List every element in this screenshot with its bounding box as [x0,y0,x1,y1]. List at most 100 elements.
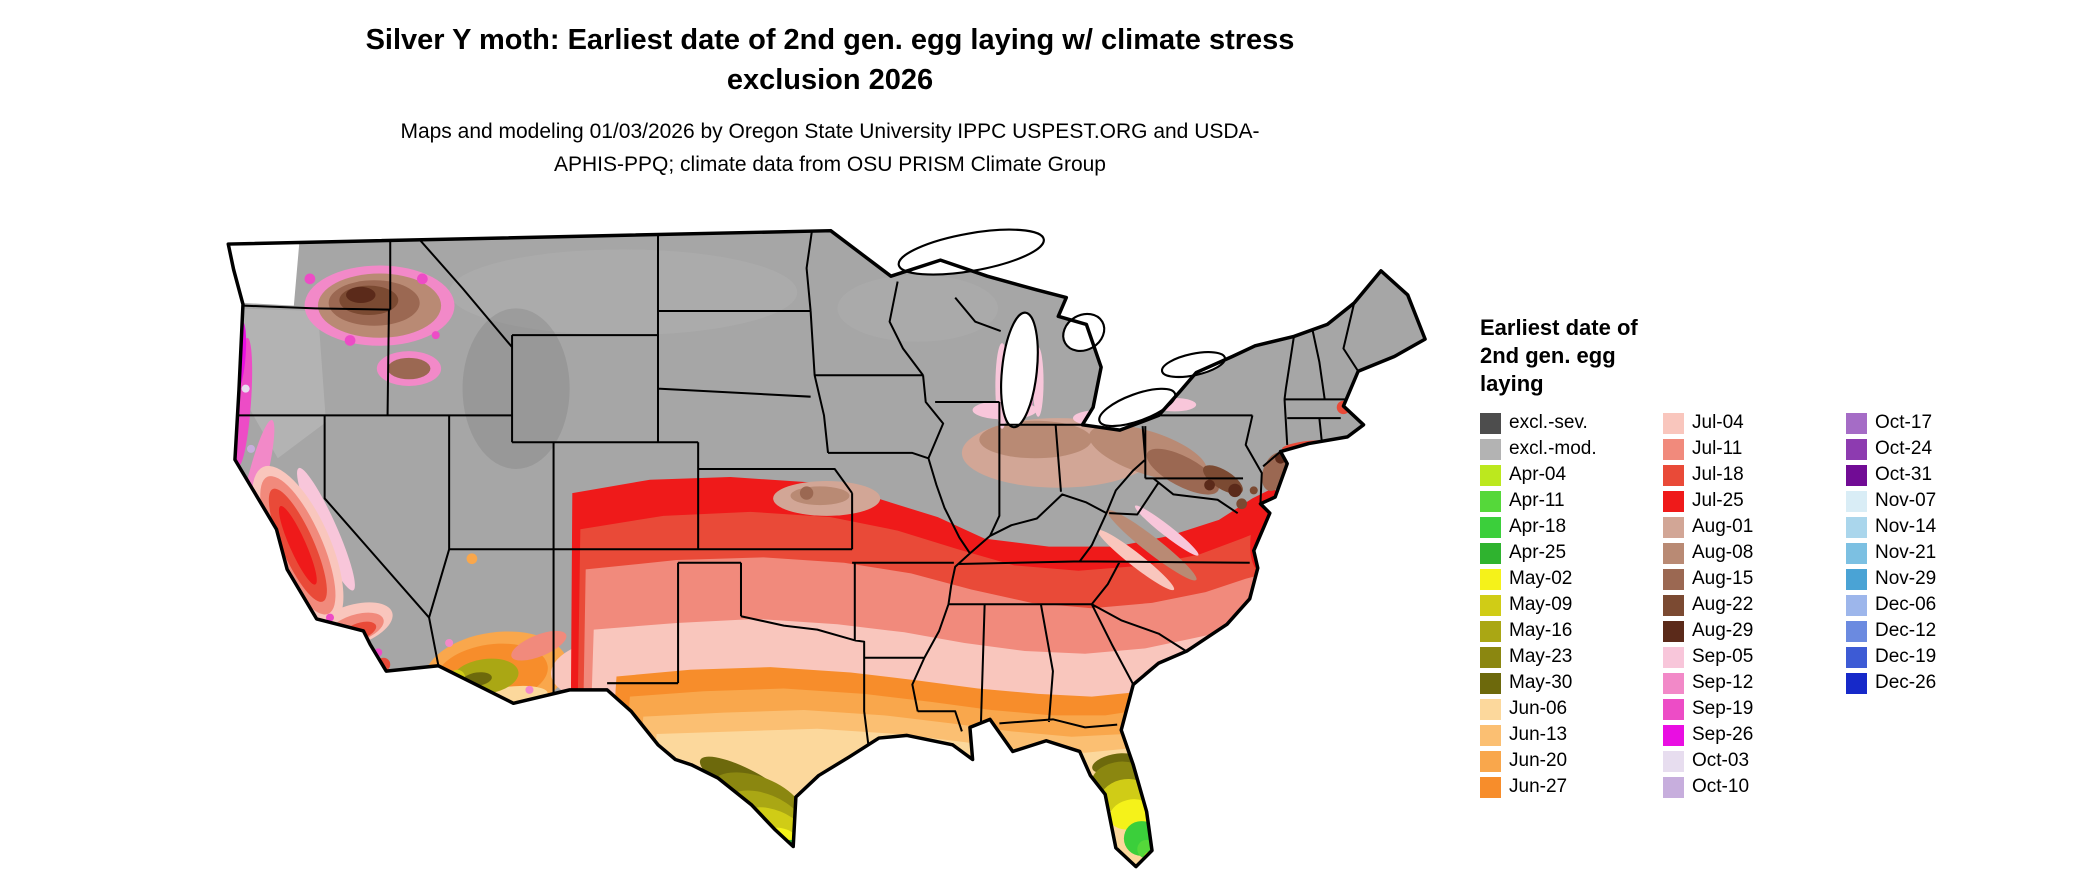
legend-label: Dec-26 [1875,672,1937,694]
legend-item: Aug-15 [1663,566,1846,592]
legend-swatch [1846,438,1867,460]
legend-item: Jul-25 [1663,488,1846,514]
legend-label: excl.-mod. [1509,438,1597,460]
legend-item: Jul-04 [1663,410,1846,436]
map-region-florida [1092,753,1159,863]
legend-swatch [1480,672,1501,694]
legend-swatch [1846,464,1867,486]
legend-label: Jun-27 [1509,776,1568,798]
map-fill-regions [228,230,1426,867]
legend-label: Jul-18 [1692,464,1744,486]
legend-item: Jul-18 [1663,462,1846,488]
legend-label: Jul-04 [1692,412,1744,434]
legend-label: Dec-12 [1875,620,1937,642]
legend-label: Apr-04 [1509,464,1567,486]
legend-label: May-30 [1509,672,1573,694]
legend-label: Aug-29 [1692,620,1754,642]
legend-item: Jun-27 [1480,774,1663,800]
legend-swatch [1480,724,1501,746]
us-outline [226,228,1427,869]
legend-swatch [1480,750,1501,772]
legend-item: May-16 [1480,618,1663,644]
lake-michigan-shape [1000,311,1039,429]
legend-item: Dec-12 [1846,618,2029,644]
legend-swatch [1663,568,1684,590]
legend-swatch [1480,412,1501,434]
legend-label: Dec-19 [1875,646,1937,668]
legend-item: Oct-31 [1846,462,2029,488]
legend-swatch [1663,542,1684,564]
legend-label: Apr-25 [1509,542,1567,564]
legend-label: Sep-12 [1692,672,1754,694]
us-map [221,228,1427,884]
state-borders [236,230,1360,744]
legend-item: Dec-19 [1846,644,2029,670]
legend-swatch [1846,594,1867,616]
legend-label: Aug-22 [1692,594,1754,616]
legend-label: Oct-17 [1875,412,1933,434]
legend-column: Oct-17 Oct-24 Oct-31 Nov-07 Nov-14 Nov-21 Nov-… [1846,410,2029,800]
legend-swatch [1480,490,1501,512]
legend-column: excl.-sev. excl.-mod. Apr-04 Apr-11 Apr-18 Ap… [1480,410,1663,800]
legend-item: Apr-25 [1480,540,1663,566]
legend-swatch [1663,438,1684,460]
legend-item: Oct-17 [1846,410,2029,436]
legend-label: May-02 [1509,568,1573,590]
legend-swatch [1846,412,1867,434]
legend-item: Jun-06 [1480,696,1663,722]
legend-label: Sep-19 [1692,698,1754,720]
legend-item: Jun-20 [1480,748,1663,774]
legend-label: Aug-08 [1692,542,1754,564]
legend-item: Sep-05 [1663,644,1846,670]
legend-swatch [1663,594,1684,616]
legend-swatch [1480,542,1501,564]
legend-swatch [1663,698,1684,720]
legend-item: Oct-03 [1663,748,1846,774]
legend-swatch [1663,516,1684,538]
legend-item: May-23 [1480,644,1663,670]
legend-swatch [1663,646,1684,668]
legend-swatch [1663,672,1684,694]
map-region-pacific-northwest [228,241,455,459]
legend-swatch [1480,646,1501,668]
legend-swatch [1663,776,1684,798]
legend-swatch [1480,464,1501,486]
legend-label: Aug-15 [1692,568,1754,590]
legend-label: Oct-03 [1692,750,1750,772]
legend-item: Apr-18 [1480,514,1663,540]
legend-label: Nov-29 [1875,568,1937,590]
legend-label: May-16 [1509,620,1573,642]
map-legend: Earliest date of 2nd gen. egg laying exc… [1480,314,2080,800]
legend-swatch [1480,620,1501,642]
legend-item: Sep-12 [1663,670,1846,696]
legend-label: May-23 [1509,646,1573,668]
legend-swatch [1663,620,1684,642]
legend-item: Nov-14 [1846,514,2029,540]
page-subtitle: Maps and modeling 01/03/2026 by Oregon S… [400,120,1260,176]
legend-column: Jul-04 Jul-11 Jul-18 Jul-25 Aug-01 Aug-08 Aug-… [1663,410,1846,800]
legend-swatch [1846,568,1867,590]
legend-swatch [1480,438,1501,460]
legend-item: Apr-04 [1480,462,1663,488]
legend-item: Oct-10 [1663,774,1846,800]
legend-swatch [1846,646,1867,668]
legend-item: excl.-mod. [1480,436,1663,462]
legend-item: Nov-29 [1846,566,2029,592]
legend-label: Nov-14 [1875,516,1937,538]
legend-label: Oct-31 [1875,464,1933,486]
legend-swatch [1663,724,1684,746]
legend-label: Apr-18 [1509,516,1567,538]
legend-label: Dec-06 [1875,594,1937,616]
legend-swatch [1480,568,1501,590]
legend-label: Jun-20 [1509,750,1568,772]
legend-item: Aug-29 [1663,618,1846,644]
legend-swatch [1480,516,1501,538]
legend-item: Dec-06 [1846,592,2029,618]
legend-label: Jun-06 [1509,698,1568,720]
legend-item: Oct-24 [1846,436,2029,462]
legend-label: Nov-07 [1875,490,1937,512]
legend-columns: excl.-sev. excl.-mod. Apr-04 Apr-11 Apr-18 Ap… [1480,410,2080,800]
page-title: Silver Y moth: Earliest date of 2nd gen.… [365,24,1295,97]
legend-swatch [1480,698,1501,720]
header: Silver Y moth: Earliest date of 2nd gen.… [0,20,1660,181]
